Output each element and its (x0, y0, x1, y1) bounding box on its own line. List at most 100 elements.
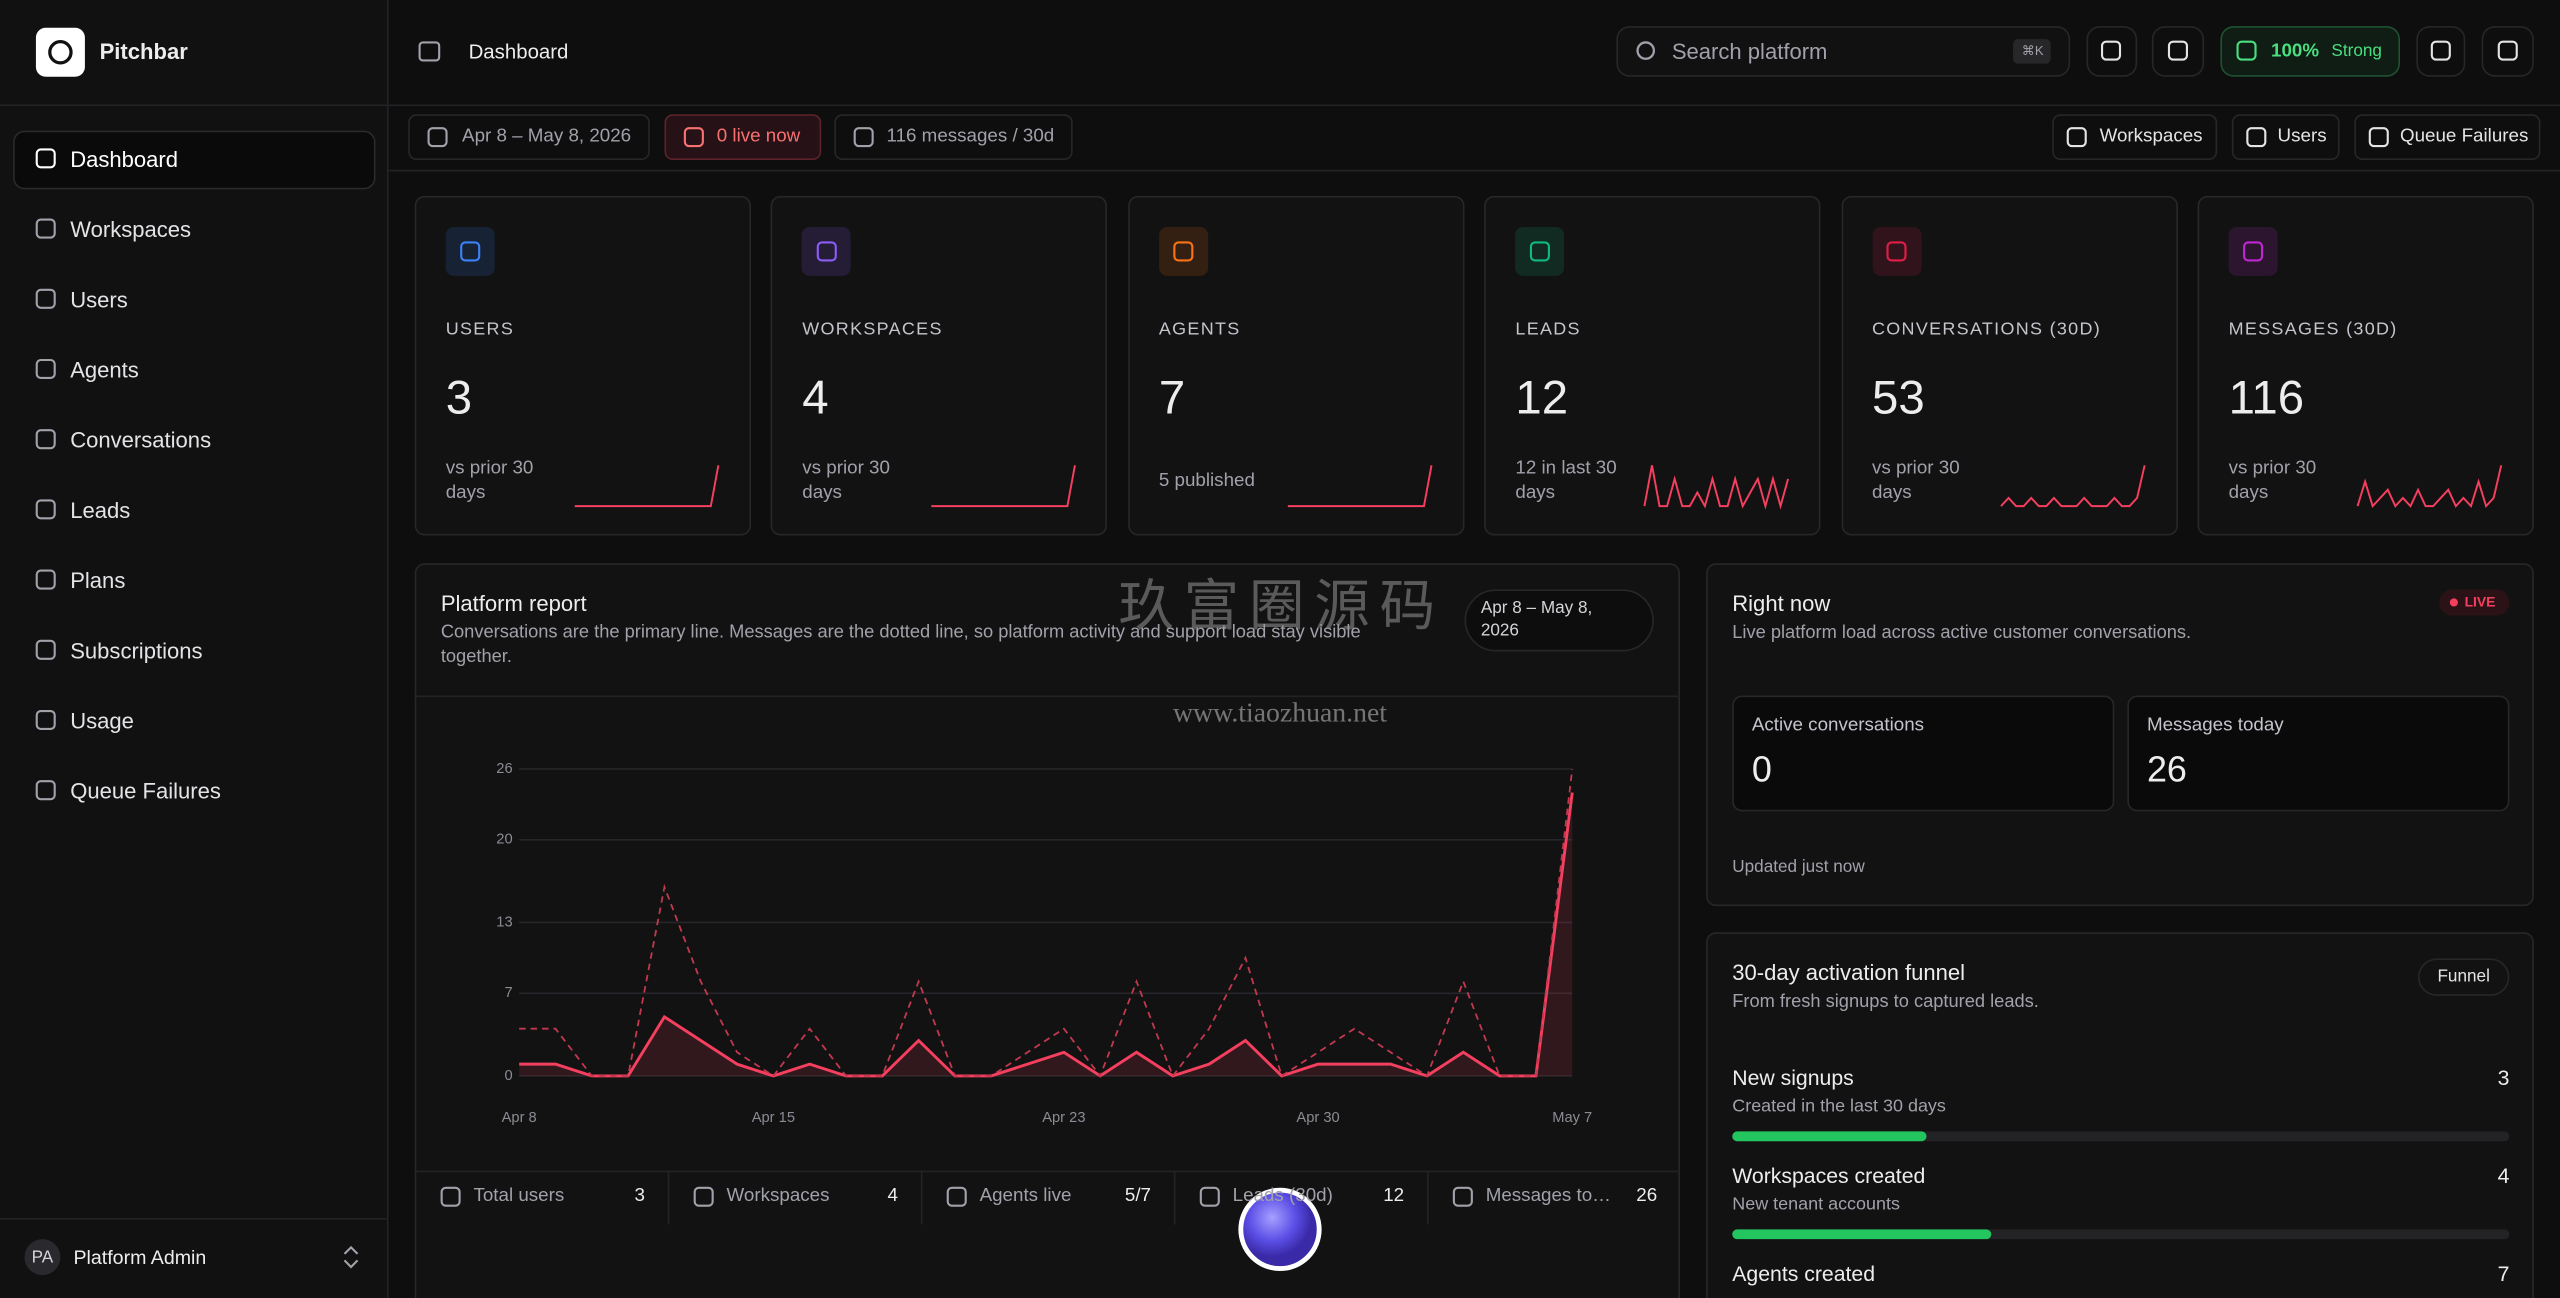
shortcut: ⌘K (2021, 43, 2044, 59)
stat-note: 5 published (1158, 471, 1255, 491)
step-value: 3 (2497, 1065, 2510, 1090)
funnel-badge-label: Funnel (2437, 966, 2490, 987)
totals-separator (1173, 1170, 1176, 1225)
step-value: 7 (2497, 1261, 2510, 1286)
nav-item[interactable] (13, 131, 375, 190)
action-button[interactable] (2231, 114, 2340, 160)
logo (35, 27, 85, 77)
metric-label: Active conversations (1751, 715, 1925, 736)
filter-label: Apr 8 – May 8, 2026 (462, 126, 632, 147)
totals-separator (920, 1170, 923, 1225)
watermark: 玖富圈源码 (1118, 574, 1445, 640)
stat-label: MESSAGES (30D) (2228, 319, 2398, 340)
report-divider (414, 695, 1680, 698)
total-value: 3 (634, 1186, 645, 1206)
total-value: 4 (887, 1186, 898, 1206)
step-value: 4 (2497, 1163, 2510, 1188)
nav-item[interactable] (13, 341, 375, 400)
stat-icon (802, 226, 852, 276)
nav-label: Leads (70, 498, 131, 523)
filter-label: 0 live now (716, 126, 801, 147)
filter-chip[interactable] (408, 114, 650, 160)
nav-label: Agents (70, 357, 139, 383)
search-placeholder: Search platform (1671, 39, 1828, 65)
breadcrumb: Dashboard (468, 40, 569, 64)
stat-note: 12 in last 30 days (1515, 458, 1617, 503)
stat-icon (445, 226, 495, 276)
stat-note: vs prior 30 days (1871, 458, 1960, 503)
health-value: 100% (2271, 41, 2320, 62)
filter-label: 116 messages / 30d (886, 126, 1055, 147)
action-button[interactable] (2354, 114, 2541, 160)
stat-value: 53 (1871, 372, 1925, 425)
funnel-badge[interactable] (2417, 958, 2510, 996)
total-value: 12 (1383, 1186, 1405, 1206)
right-now-subtitle: Live platform load across active custome… (1732, 623, 2192, 643)
range-badge (1464, 589, 1654, 652)
stat-value: 3 (445, 372, 473, 425)
stat-label: CONVERSATIONS (30D) (1871, 319, 2102, 340)
action-label: Users (2277, 126, 2327, 147)
nav-label: Queue Failures (70, 779, 221, 804)
icon-button[interactable] (2416, 26, 2466, 77)
nav-item[interactable] (13, 271, 375, 330)
nav-label: Dashboard (70, 147, 179, 172)
user-name: Platform Admin (73, 1246, 207, 1269)
funnel-subtitle: From fresh signups to captured leads. (1732, 992, 2039, 1012)
step-note: New tenant accounts (1732, 1194, 1900, 1215)
sidebar-divider (0, 104, 389, 107)
range-badge-label: Apr 8 – May 8, 2026 (1480, 598, 1593, 640)
stat-label: LEADS (1515, 319, 1581, 340)
live-label: LIVE (2464, 593, 2496, 610)
right-now-title: Right now (1732, 591, 1831, 616)
stat-note: vs prior 30 days (445, 458, 534, 503)
brand: Pitchbar (99, 39, 188, 65)
action-button[interactable] (2052, 114, 2218, 160)
metric-value: 26 (2146, 748, 2187, 790)
total-label: Messages today (1485, 1186, 1617, 1206)
nav-active (13, 130, 376, 190)
total-value: 5/7 (1124, 1186, 1152, 1206)
icon-button[interactable] (2086, 26, 2138, 77)
sidebar (0, 0, 389, 1298)
metric-box (2127, 695, 2510, 812)
avatar-initials: PA (31, 1247, 54, 1268)
icon-button[interactable] (2151, 26, 2205, 77)
search-box[interactable] (1616, 26, 2071, 77)
metric-value: 0 (1751, 748, 1772, 790)
icon-button[interactable] (2481, 26, 2534, 77)
action-label: Queue Failures (2400, 126, 2529, 147)
action-label: Workspaces (2099, 126, 2203, 147)
report-title: Platform report (440, 591, 587, 616)
funnel-title: 30-day activation funnel (1732, 960, 1966, 985)
step-label: New signups (1732, 1065, 1854, 1090)
nav-item[interactable] (13, 692, 375, 751)
stat-note: vs prior 30 days (802, 458, 890, 503)
step-note: Created in the last 30 days (1732, 1096, 1946, 1117)
step-label: Workspaces created (1732, 1163, 1926, 1188)
kbd (2013, 39, 2051, 64)
stat-value: 12 (1515, 372, 1569, 425)
total-label: Total users (473, 1186, 565, 1206)
health-label: Strong (2331, 41, 2382, 61)
totals-separator (667, 1170, 670, 1225)
total-label: Workspaces (726, 1186, 830, 1206)
stat-note: vs prior 30 days (2228, 458, 2317, 503)
updated-note: Updated just now (1732, 857, 1865, 878)
topbar-divider (388, 104, 2560, 107)
nav-item[interactable] (13, 552, 375, 611)
nav-item[interactable] (13, 482, 375, 541)
filter-chip[interactable] (834, 114, 1073, 160)
nav-label: Usage (70, 708, 134, 734)
stat-label: WORKSPACES (802, 319, 943, 340)
total-value: 26 (1636, 1186, 1658, 1206)
stat-icon (1515, 226, 1565, 276)
stat-value: 7 (1158, 372, 1186, 425)
stat-label: AGENTS (1158, 319, 1241, 340)
stat-icon (1871, 226, 1921, 276)
user-divider (0, 1217, 389, 1220)
nav-item[interactable] (13, 201, 375, 260)
report-subtitle: Conversations are the primary line. Mess… (440, 622, 1361, 667)
